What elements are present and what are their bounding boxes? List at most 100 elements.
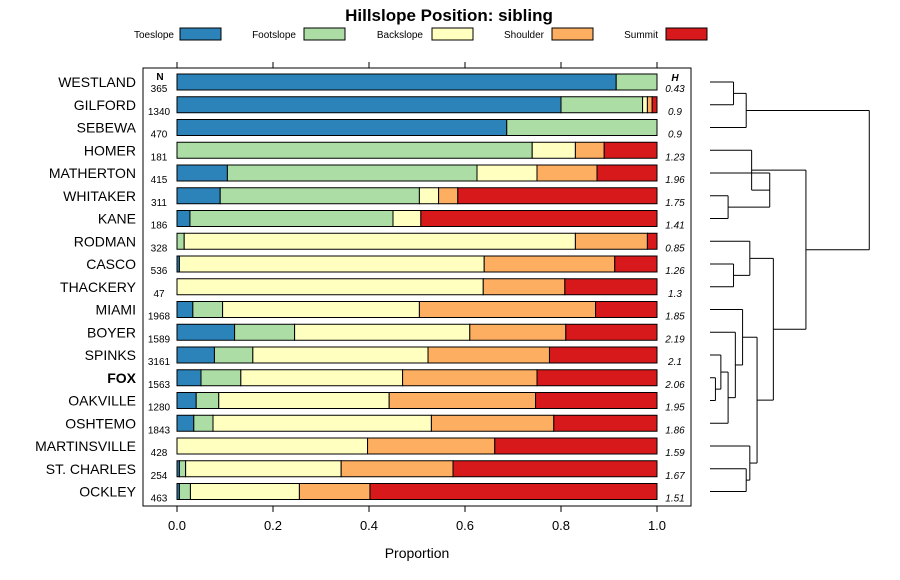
bar-sebewa-footslope: [506, 119, 658, 136]
bar-gilford-summit: [651, 96, 658, 114]
x-tick-label-3: 0.6: [456, 518, 474, 533]
n-value-gilford: 1340: [148, 107, 171, 118]
h-value-boyer: 2.19: [664, 334, 685, 345]
category-label-oakville: OAKVILLE: [68, 393, 136, 409]
bar-martinsville-backslope: [176, 437, 369, 455]
bar-oshtemo-backslope: [212, 414, 432, 432]
bar-miami-summit: [595, 301, 658, 318]
bar-kane-toeslope: [176, 210, 191, 227]
bar-matherton-shoulder: [536, 164, 598, 182]
bar-miami-backslope: [222, 301, 420, 318]
bar-st-charles-backslope: [185, 460, 342, 478]
bar-homer-summit: [603, 141, 658, 159]
n-value-casco: 536: [151, 266, 168, 277]
x-tick-label-0: 0.0: [168, 518, 186, 533]
n-value-miami: 1968: [148, 312, 171, 323]
h-value-oshtemo: 1.86: [665, 425, 685, 436]
bar-homer-footslope: [176, 141, 533, 159]
h-value-st-charles: 1.67: [665, 471, 685, 482]
bar-casco-backslope: [178, 255, 485, 273]
bar-spinks-shoulder: [427, 346, 550, 364]
bar-miami-toeslope: [176, 301, 194, 318]
legend-label-shoulder: Shoulder: [504, 30, 545, 41]
n-value-whitaker: 311: [151, 198, 167, 209]
category-label-martinsville: MARTINSVILLE: [35, 438, 136, 454]
category-label-fox: FOX: [107, 370, 136, 386]
bar-boyer-footslope: [234, 323, 296, 341]
category-label-homer: HOMER: [84, 142, 136, 158]
bar-rodman-backslope: [183, 232, 576, 250]
bar-martinsville-shoulder: [367, 437, 496, 455]
h-value-martinsville: 1.59: [665, 448, 685, 459]
bar-rodman-shoulder: [574, 232, 648, 250]
x-tick-label-1: 0.2: [264, 518, 282, 533]
bar-gilford-footslope: [560, 96, 644, 114]
legend-swatch-toeslope: [179, 27, 222, 41]
bar-thackery-backslope: [176, 278, 484, 296]
bar-ockley-shoulder: [298, 483, 371, 500]
bar-matherton-toeslope: [176, 164, 228, 182]
bar-oakville-footslope: [195, 392, 220, 409]
bar-spinks-backslope: [252, 346, 429, 364]
bar-oakville-toeslope: [176, 392, 197, 409]
h-value-miami: 1.85: [665, 312, 685, 323]
legend-label-summit: Summit: [624, 30, 658, 41]
bar-oakville-backslope: [218, 392, 390, 409]
category-label-whitaker: WHITAKER: [63, 188, 136, 204]
bar-oakville-shoulder: [388, 392, 537, 409]
category-label-gilford: GILFORD: [74, 97, 136, 113]
legend-label-backslope: Backslope: [377, 30, 424, 41]
h-value-oakville: 1.95: [665, 403, 685, 414]
h-value-homer: 1.23: [665, 152, 685, 163]
n-value-rodman: 328: [151, 243, 168, 254]
n-value-matherton: 415: [151, 175, 168, 186]
n-value-westland: 365: [151, 84, 168, 95]
n-value-ockley: 463: [151, 494, 168, 505]
category-label-oshtemo: OSHTEMO: [65, 415, 136, 431]
bar-gilford-shoulder: [646, 96, 653, 114]
bar-whitaker-toeslope: [176, 187, 221, 205]
legend-swatch-summit: [665, 27, 708, 41]
bar-casco-shoulder: [483, 255, 616, 273]
n-value-thackery: 47: [153, 289, 165, 300]
bar-spinks-summit: [548, 346, 658, 364]
legend-swatch-footslope: [303, 27, 346, 41]
bar-st-charles-footslope: [178, 460, 187, 478]
h-value-matherton: 1.96: [665, 175, 685, 186]
bar-thackery-shoulder: [482, 278, 566, 296]
h-value-ockley: 1.51: [665, 494, 684, 505]
category-label-casco: CASCO: [86, 256, 136, 272]
bar-sebewa-toeslope: [176, 119, 508, 136]
h-value-whitaker: 1.75: [665, 198, 685, 209]
n-value-kane: 186: [151, 221, 168, 232]
bar-matherton-backslope: [476, 164, 538, 182]
n-value-spinks: 3161: [148, 357, 171, 368]
n-value-martinsville: 428: [151, 448, 168, 459]
bar-spinks-footslope: [213, 346, 254, 364]
n-column-header: N: [156, 72, 163, 83]
bar-fox-shoulder: [402, 369, 538, 387]
category-label-ockley: OCKLEY: [79, 484, 136, 500]
h-value-westland: 0.43: [665, 84, 685, 95]
bar-miami-shoulder: [418, 301, 597, 318]
legend-swatch-backslope: [431, 27, 474, 41]
bar-gilford-toeslope: [176, 96, 562, 114]
h-value-kane: 1.41: [665, 221, 684, 232]
legend: Toeslope Footslope Backslope Shoulder Summit: [134, 27, 708, 41]
bar-oshtemo-summit: [553, 414, 658, 432]
bar-kane-backslope: [392, 210, 422, 227]
bar-boyer-summit: [565, 323, 658, 341]
bar-fox-summit: [536, 369, 658, 387]
category-label-st-charles: ST. CHARLES: [46, 461, 136, 477]
bar-fox-toeslope: [176, 369, 202, 387]
n-value-boyer: 1589: [148, 334, 171, 345]
bar-whitaker-shoulder: [438, 187, 459, 205]
h-value-casco: 1.26: [665, 266, 685, 277]
category-label-thackery: THACKERY: [60, 279, 137, 295]
bar-miami-footslope: [192, 301, 224, 318]
x-axis-label: Proportion: [385, 545, 450, 561]
x-tick-label-4: 0.8: [552, 518, 570, 533]
category-label-rodman: RODMAN: [74, 233, 136, 249]
bar-oshtemo-toeslope: [176, 414, 195, 432]
plot-area: 0.0 0.2 0.4 0.6 0.8 1.0 N H WESTLAND 365 0.43 GILFO…: [35, 62, 692, 533]
